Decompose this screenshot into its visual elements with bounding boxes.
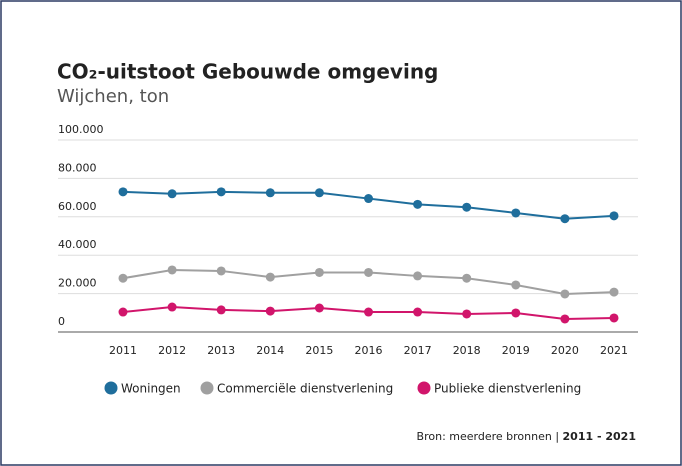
y-tick-label: 40.000: [58, 238, 97, 251]
point: [118, 187, 128, 197]
point: [413, 271, 423, 281]
point: [216, 305, 226, 315]
y-tick-label: 80.000: [58, 161, 97, 174]
point: [167, 265, 177, 275]
point: [511, 280, 521, 290]
point: [265, 272, 275, 282]
x-tick-label: 2017: [404, 344, 432, 357]
x-tick-label: 2015: [305, 344, 333, 357]
point: [364, 307, 373, 317]
point: [609, 313, 619, 323]
point: [511, 208, 521, 218]
point: [560, 289, 570, 299]
x-tick-label: 2018: [453, 344, 481, 357]
source: Bron: meerdere bronnen | 2011 - 2021: [417, 430, 636, 443]
legend-swatch: [200, 381, 214, 395]
point: [314, 303, 324, 313]
point: [511, 308, 521, 318]
y-tick-label: 60.000: [58, 200, 97, 213]
x-tick-label: 2012: [158, 344, 186, 357]
x-tick-label: 2021: [600, 344, 628, 357]
source-text: Bron: meerdere bronnen |: [417, 430, 559, 443]
point: [314, 188, 324, 198]
point: [167, 302, 177, 312]
x-tick-label: 2020: [551, 344, 579, 357]
point: [462, 309, 472, 319]
x-tick-label: 2016: [355, 344, 383, 357]
point: [609, 211, 619, 221]
x-tick-label: 2013: [207, 344, 235, 357]
legend-label: Commerciële dienstverlening: [217, 382, 393, 396]
chart-title: CO₂-uitstoot Gebouwde omgeving: [57, 60, 438, 84]
point: [265, 188, 275, 198]
legend-label: Publieke dienstverlening: [434, 382, 581, 396]
y-tick-label: 20.000: [58, 277, 97, 290]
point: [314, 267, 324, 277]
point: [462, 202, 472, 212]
point: [265, 306, 275, 316]
point: [216, 266, 226, 276]
x-tick-label: 2011: [109, 344, 137, 357]
point: [609, 287, 619, 297]
point: [364, 194, 373, 204]
x-tick-label: 2019: [502, 344, 530, 357]
point: [462, 273, 472, 283]
source-period: 2011 - 2021: [563, 430, 636, 443]
point: [413, 199, 423, 209]
point: [167, 189, 177, 199]
y-tick-label: 100.000: [58, 123, 104, 136]
x-tick-label: 2014: [256, 344, 284, 357]
point: [118, 273, 128, 283]
point: [216, 187, 226, 197]
point: [364, 267, 373, 277]
legend-swatch: [104, 381, 118, 395]
y-tick-label: 0: [58, 315, 65, 328]
point: [560, 214, 570, 224]
legend-label: Woningen: [121, 382, 181, 396]
point: [118, 307, 128, 317]
chart-subtitle: Wijchen, ton: [57, 86, 169, 107]
legend-swatch: [417, 381, 431, 395]
point: [413, 307, 423, 317]
point: [560, 314, 570, 324]
